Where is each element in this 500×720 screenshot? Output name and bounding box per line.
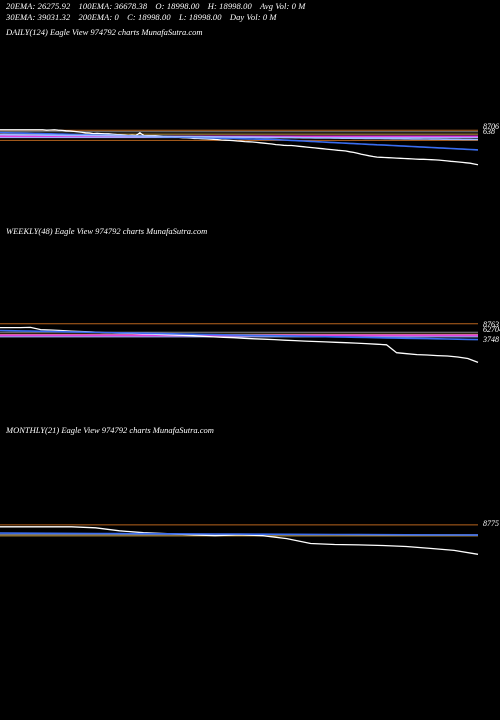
avg-vol-value: Avg Vol: 0 M	[260, 1, 306, 11]
close-value: C: 18998.00	[127, 12, 171, 22]
daily-price-label: 8706	[483, 122, 499, 131]
header-row-1: 20EMA: 26275.92 100EMA: 36678.38 O: 1899…	[6, 1, 311, 11]
ema100-value: 100EMA: 36678.38	[78, 1, 148, 11]
ema20-value: 20EMA: 26275.92	[6, 1, 71, 11]
header-row-2: 30EMA: 39031.32 200EMA: 0 C: 18998.00 L:…	[6, 12, 283, 22]
daily-panel-title: DAILY(124) Eagle View 974792 charts Muna…	[6, 27, 203, 37]
weekly-price-label: 62704	[483, 325, 500, 334]
monthly-series-line-1	[0, 532, 479, 536]
weekly-panel-title: WEEKLY(48) Eagle View 974792 charts Muna…	[6, 226, 208, 236]
daily-series-line-1	[0, 131, 479, 151]
open-value: O: 18998.00	[155, 1, 200, 11]
weekly-price-label: 8763	[483, 320, 499, 329]
daily-series-line-2	[0, 133, 478, 141]
weekly-price-label: 3748	[482, 335, 499, 344]
ema200-value: 200EMA: 0	[78, 12, 119, 22]
ema30-value: 30EMA: 39031.32	[6, 12, 71, 22]
day-vol-value: Day Vol: 0 M	[229, 12, 277, 22]
monthly-panel-title: MONTHLY(21) Eagle View 974792 charts Mun…	[6, 425, 214, 435]
daily-price-label: 638	[483, 127, 495, 136]
monthly-series-line-0	[0, 526, 479, 555]
daily-series-line-0	[0, 129, 479, 166]
high-value: H: 18998.00	[207, 1, 252, 11]
low-value: L: 18998.00	[178, 12, 222, 22]
weekly-series-line-1	[0, 329, 479, 341]
monthly-price-label: 8775	[483, 519, 499, 528]
